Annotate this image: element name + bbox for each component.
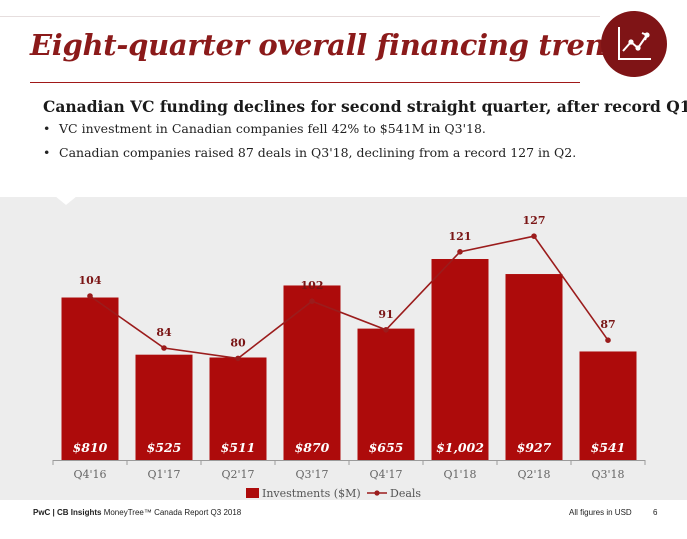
legend-investments-swatch	[246, 488, 259, 498]
deals-value-label: 84	[156, 326, 172, 339]
deals-point	[531, 233, 537, 239]
investment-bar	[357, 328, 415, 460]
investment-bar	[135, 354, 193, 460]
bar-value-label: $870	[295, 440, 330, 455]
source-text: MoneyTree™ Canada Report Q3 2018	[101, 508, 242, 517]
deals-point	[235, 355, 241, 362]
deals-value-label: 121	[449, 230, 472, 243]
category-label: Q1'18	[443, 468, 476, 481]
investment-bar	[209, 357, 267, 460]
legend-investments-label: Investments ($M)	[262, 487, 361, 500]
investment-bar	[283, 285, 341, 460]
page-number: 6	[653, 508, 658, 517]
summary-bullets: VC investment in Canadian companies fell…	[43, 120, 576, 168]
deals-value-label: 102	[301, 279, 324, 292]
bar-value-label: $511	[221, 440, 256, 455]
investment-bar	[61, 297, 119, 460]
category-label: Q2'17	[221, 468, 254, 481]
category-label: Q1'17	[147, 468, 180, 481]
category-label: Q4'17	[369, 468, 402, 481]
category-label: Q3'17	[295, 468, 328, 481]
bar-value-label: $810	[73, 440, 108, 455]
deals-value-label: 91	[378, 308, 393, 321]
category-label: Q2'18	[517, 468, 550, 481]
deals-line	[89, 235, 609, 360]
investment-bar	[579, 351, 637, 460]
bar-value-label: $541	[591, 440, 626, 455]
deals-point	[309, 298, 315, 305]
page-title: Eight-quarter overall financing trend	[30, 28, 626, 62]
top-divider	[0, 16, 600, 17]
bar-value-label: $1,002	[436, 440, 484, 455]
deals-value-label: 80	[230, 336, 246, 349]
category-label: Q4'16	[73, 468, 106, 481]
bar-value-label: $927	[517, 440, 552, 455]
legend-deals-label: Deals	[390, 487, 421, 500]
investment-bar	[505, 274, 563, 460]
deals-value-label: 127	[523, 214, 546, 227]
title-underline	[30, 82, 580, 83]
deals-value-label: 104	[79, 274, 102, 287]
category-label: Q3'18	[591, 468, 624, 481]
deals-point	[161, 345, 167, 351]
deals-value-label: 87	[600, 318, 615, 331]
bar-value-label: $525	[147, 440, 182, 455]
source-footer: PwC | CB Insights MoneyTree™ Canada Repo…	[33, 508, 241, 517]
deals-point	[457, 249, 463, 255]
currency-note: All figures in USD	[569, 508, 632, 517]
deals-point	[605, 337, 611, 344]
summary-heading: Canadian VC funding declines for second …	[43, 97, 687, 116]
deals-point	[383, 327, 389, 333]
summary-bullet: VC investment in Canadian companies fell…	[43, 120, 576, 144]
line-chart-icon	[601, 11, 667, 77]
summary-bullet: Canadian companies raised 87 deals in Q3…	[43, 144, 576, 168]
deals-point	[87, 293, 93, 299]
investment-bar	[431, 258, 489, 460]
source-brand: PwC | CB Insights	[33, 508, 102, 517]
line-chart-icon-glyph	[618, 27, 651, 60]
legend-deals-marker	[374, 490, 380, 496]
panel-notch	[55, 196, 77, 205]
bar-value-label: $655	[369, 440, 404, 455]
